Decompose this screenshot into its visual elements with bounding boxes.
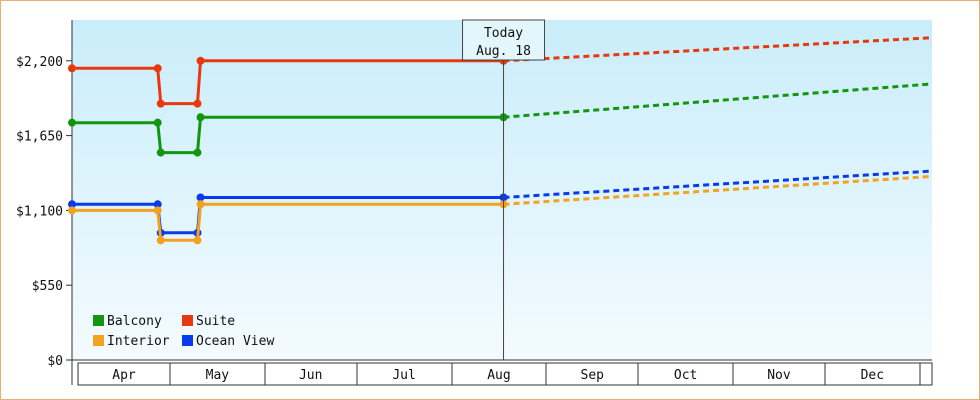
- x-tick-label: Nov: [767, 368, 791, 383]
- series-line: [72, 202, 504, 242]
- legend: Balcony Suite Interior Ocean View: [93, 314, 274, 349]
- projection-line: [503, 36, 933, 63]
- legend-swatch: [93, 315, 104, 326]
- y-axis: $0 $550 $1,100 $1,650 $2,200: [16, 20, 73, 385]
- data-point: [196, 193, 205, 202]
- projection-line: [503, 169, 933, 199]
- data-point: [196, 113, 205, 122]
- data-point: [68, 118, 76, 127]
- y-tick-label: $1,650: [16, 130, 63, 145]
- series-balcony: [68, 82, 933, 157]
- y-tick-label: $550: [32, 279, 63, 294]
- today-box: [462, 19, 546, 61]
- plot-background: [72, 20, 932, 360]
- data-point: [153, 200, 162, 209]
- data-point: [156, 99, 165, 108]
- legend-swatch: [182, 315, 193, 326]
- today-marker: Today Aug. 18: [462, 19, 546, 360]
- legend-item: Ocean View: [182, 334, 274, 349]
- y-tick-label: $0: [47, 354, 63, 369]
- data-point: [156, 148, 165, 157]
- today-label: Today: [484, 26, 523, 41]
- legend-label: Suite: [196, 314, 235, 329]
- x-tick-label: Jul: [392, 368, 415, 383]
- x-tick-label: Jun: [299, 368, 322, 383]
- series-layer: [68, 36, 933, 245]
- legend-label: Balcony: [107, 314, 162, 329]
- x-tick-label: Dec: [861, 368, 884, 383]
- series-interior: [68, 174, 933, 245]
- data-point: [193, 99, 202, 108]
- series-line: [72, 196, 504, 235]
- legend-label: Interior: [107, 334, 170, 349]
- x-tick-label: May: [206, 368, 230, 383]
- y-tick-label: $1,100: [16, 204, 63, 219]
- x-tick-label: Oct: [674, 368, 697, 383]
- data-point: [153, 206, 162, 215]
- data-point: [68, 64, 76, 73]
- data-point: [68, 206, 76, 215]
- legend-item: Interior: [93, 334, 170, 349]
- x-axis: Apr May Jun Jul Aug Sep Oct Nov Dec: [72, 359, 933, 386]
- legend-label: Ocean View: [196, 334, 274, 349]
- legend-item: Balcony: [93, 314, 162, 329]
- y-tick-label: $2,200: [16, 55, 63, 70]
- data-point: [156, 236, 165, 245]
- data-point: [196, 56, 205, 65]
- data-point: [153, 64, 162, 73]
- data-point: [153, 118, 162, 127]
- x-tick-label: Apr: [112, 368, 136, 383]
- series-ocean-view: [68, 169, 933, 237]
- data-point: [68, 200, 76, 209]
- x-tick-label: Sep: [581, 368, 605, 383]
- projection-line: [503, 174, 933, 206]
- x-tick-label: Aug: [487, 368, 510, 383]
- today-date: Aug. 18: [476, 44, 531, 59]
- legend-swatch: [93, 335, 104, 346]
- data-point: [193, 148, 202, 157]
- series-line: [72, 115, 504, 155]
- legend-item: Suite: [182, 314, 235, 329]
- data-point: [193, 236, 202, 245]
- data-point: [196, 200, 205, 209]
- series-suite: [68, 36, 933, 108]
- series-line: [72, 59, 504, 106]
- projection-line: [503, 82, 933, 119]
- legend-swatch: [182, 335, 193, 346]
- month-band: [77, 362, 933, 386]
